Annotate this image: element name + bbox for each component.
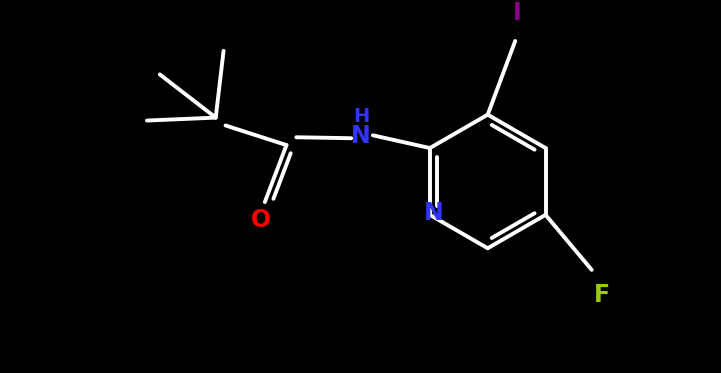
Text: O: O xyxy=(251,208,271,232)
Text: N: N xyxy=(424,201,443,225)
Text: N: N xyxy=(351,124,371,148)
Text: I: I xyxy=(513,1,521,25)
Text: F: F xyxy=(593,283,609,307)
Text: H: H xyxy=(353,107,369,126)
